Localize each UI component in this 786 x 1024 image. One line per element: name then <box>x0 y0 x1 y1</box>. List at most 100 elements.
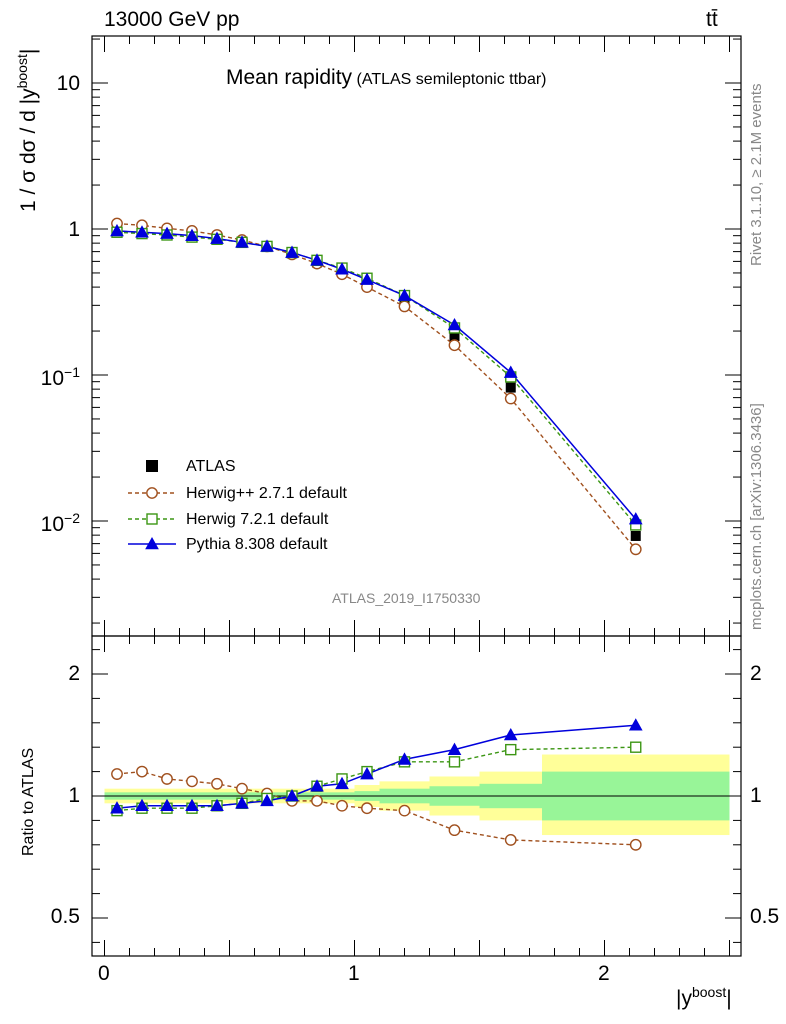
ratio-point-pythia <box>185 798 199 812</box>
ratio-point-herwigpp <box>211 777 223 790</box>
point-pythia <box>135 225 149 238</box>
point-herwigpp <box>504 392 517 405</box>
x-tick-label-1: 1 <box>348 962 360 985</box>
x-tick-label-2: 2 <box>598 962 610 985</box>
ratio-y-tick-label-1-left: 1 <box>68 784 80 807</box>
legend-marker-pythia <box>145 536 159 550</box>
top-y-tick-label-0.01-exp: −2 <box>64 510 80 526</box>
legend-label-herwig7: Herwig 7.2.1 default <box>186 511 329 528</box>
ratio-y-tick-label-2-right: 2 <box>750 662 762 685</box>
ratio-point-herwigpp <box>311 794 323 807</box>
point-pythia <box>335 262 349 275</box>
point-pythia <box>397 288 412 301</box>
ratio-point-pythia <box>235 796 249 809</box>
legend-label-atlas: ATLAS <box>186 458 236 475</box>
ratio-point-herwigpp <box>361 802 373 815</box>
point-pythia <box>210 231 224 244</box>
top-y-tick-label-0.01: 10−2 <box>41 510 80 537</box>
rivet-label: Rivet 3.1.10, ≥ 2.1M events <box>748 83 765 267</box>
energy-label: 13000 GeV pp <box>104 8 240 31</box>
plot-title: Mean rapidity (ATLAS semileptonic ttbar) <box>226 66 547 90</box>
point-herwigpp <box>448 339 461 352</box>
ratio-point-pythia <box>160 798 174 812</box>
top-y-tick-label-1: 1 <box>68 218 80 241</box>
top-y-tick-label-10: 10 <box>56 72 80 95</box>
analysis-id: ATLAS_2019_I1750330 <box>332 590 481 606</box>
ratio-point-pythia <box>110 801 124 814</box>
ratio-point-herwigpp <box>448 824 461 837</box>
ratio-point-herwig7 <box>448 756 461 768</box>
ratio-point-herwigpp <box>111 768 123 780</box>
legend-label-herwigpp: Herwig++ 2.7.1 default <box>186 485 347 502</box>
legend-markers <box>128 460 176 550</box>
point-pythia <box>235 235 249 248</box>
ratio-y-axis-title: Ratio to ATLAS <box>20 747 37 856</box>
marker-layer <box>110 217 643 851</box>
point-pythia <box>447 317 462 331</box>
top-y-tick-label-0.01-base: 10 <box>40 513 65 536</box>
ratio-point-pythia <box>310 779 324 792</box>
x-axis-title-end: | <box>726 987 732 1010</box>
x-axis-title-sup: boost <box>691 984 727 1000</box>
ratio-y-tick-label-0.5-left: 0.5 <box>50 905 80 928</box>
ratio-band-layer <box>104 754 730 836</box>
legend-marker-herwig7 <box>146 513 158 525</box>
point-pythia <box>110 223 124 237</box>
process-label: tt̄ <box>706 8 718 31</box>
ratio-point-pythia <box>503 727 518 741</box>
series-layer <box>116 222 637 846</box>
ratio-point-pythia <box>210 798 224 812</box>
top-y-tick-label-0.1-exp: −1 <box>64 364 80 380</box>
x-axis-title-main: |y <box>676 987 692 1010</box>
point-atlas <box>505 382 516 393</box>
top-y-axis-title: 1 / σ dσ / d |yboost| <box>14 49 41 212</box>
series-line-herwig7 <box>116 231 637 526</box>
ratio-point-pythia <box>135 798 149 812</box>
point-atlas <box>630 530 641 541</box>
point-pythia <box>360 272 374 285</box>
point-pythia <box>260 239 274 252</box>
top-y-tick-label-0.1: 10−1 <box>41 364 80 391</box>
ratio-point-herwigpp <box>336 799 348 812</box>
ratio-point-pythia <box>285 788 299 802</box>
x-axis-title: |yboost| <box>676 984 732 1011</box>
x-tick-label-0: 0 <box>98 962 110 985</box>
ratio-point-herwigpp <box>398 804 411 817</box>
ratio-point-herwigpp <box>629 838 642 851</box>
point-pythia <box>628 512 643 525</box>
ratio-point-pythia <box>628 718 643 731</box>
axis-ticks <box>92 36 741 956</box>
legend-marker-atlas <box>146 460 158 472</box>
source-label: mcplots.cern.ch [arXiv:1306.3436] <box>748 403 765 630</box>
plot-title-main: Mean rapidity <box>226 66 353 89</box>
ratio-point-herwigpp <box>236 782 248 795</box>
ratio-point-herwigpp <box>186 775 198 788</box>
ratio-point-pythia <box>360 767 374 780</box>
ratio-y-tick-label-2-left: 2 <box>68 662 80 685</box>
legend-label-pythia: Pythia 8.308 default <box>186 536 328 553</box>
top-y-axis-title-sup: boost <box>14 54 30 89</box>
ratio-point-herwig7 <box>630 741 642 753</box>
point-pythia <box>160 226 174 239</box>
ratio-point-pythia <box>335 776 349 790</box>
legend-marker-herwigpp <box>146 487 158 499</box>
point-herwigpp <box>398 300 411 313</box>
ratio-point-herwig7 <box>505 743 517 756</box>
plot-title-sub: (ATLAS semileptonic ttbar) <box>356 71 547 88</box>
ratio-y-tick-label-1-right: 1 <box>750 784 762 807</box>
top-y-axis-title-end: | <box>17 48 40 55</box>
point-pythia <box>310 253 324 266</box>
point-atlas <box>449 330 460 341</box>
ratio-point-pythia <box>447 742 462 755</box>
ratio-point-pythia <box>397 752 412 765</box>
top-y-tick-label-0.1-base: 10 <box>40 367 65 390</box>
ratio-point-pythia <box>260 793 274 807</box>
top-y-axis-title-main: 1 / σ dσ / d |y <box>17 88 40 212</box>
point-herwigpp <box>629 543 642 556</box>
ratio-point-herwigpp <box>136 765 148 778</box>
ratio-y-tick-label-0.5-right: 0.5 <box>750 905 780 928</box>
point-pythia <box>185 228 199 241</box>
point-pythia <box>503 365 518 378</box>
ratio-point-herwigpp <box>161 773 173 785</box>
